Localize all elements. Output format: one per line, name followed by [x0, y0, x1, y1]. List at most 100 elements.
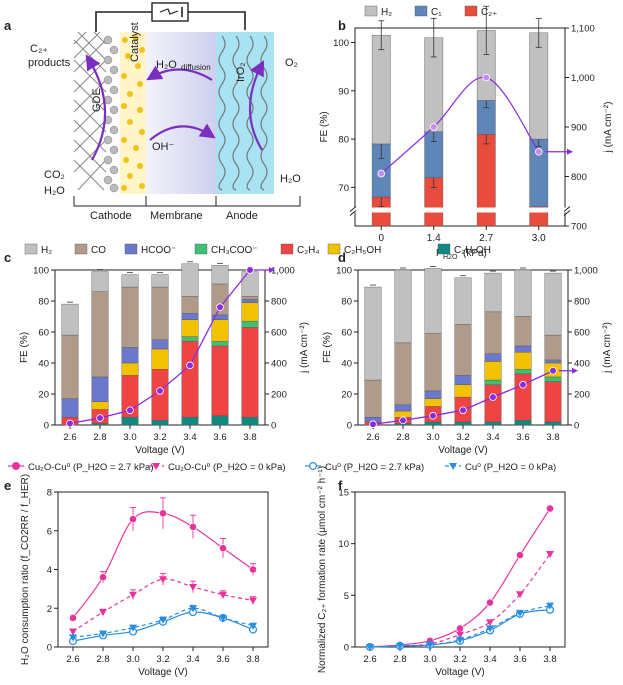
data-point — [129, 515, 137, 524]
bar-segment — [514, 420, 532, 426]
data-point — [249, 565, 257, 574]
current-point — [482, 73, 491, 82]
y2-tick-label: 200 — [271, 390, 287, 401]
bar-segment — [181, 319, 199, 337]
x-tick-label: 2.8 — [393, 654, 406, 665]
legend-label: HCOO⁻ — [141, 245, 176, 256]
bar-segment — [181, 417, 199, 426]
legend-marker — [449, 463, 457, 470]
bar-segment — [454, 324, 472, 376]
bar-segment — [454, 375, 472, 385]
legend-swatch — [364, 5, 378, 17]
data-point — [129, 591, 137, 599]
y-tick-label: 0 — [44, 421, 49, 432]
bar-segment — [211, 319, 229, 342]
bar-segment — [484, 361, 502, 381]
legend-swatch — [414, 5, 428, 17]
bar-segment — [514, 369, 532, 375]
legend-e: Cu₂O-Cu⁰ (P_H2O = 2.7 kPa) Cu₂O-Cu⁰ (P_H2… — [8, 462, 286, 473]
bar-segment — [91, 271, 109, 292]
legend-swatch — [280, 243, 294, 255]
data-point — [516, 609, 524, 617]
bar-segment — [454, 421, 472, 426]
bar-segment — [151, 339, 169, 350]
y2-tick-label: 400 — [271, 359, 287, 370]
y-tick-label: 0 — [347, 421, 352, 432]
x-tick-label: 3.6 — [516, 432, 529, 443]
panel-b: b7080901007008009001,0001,10001.42.73.0P… — [319, 5, 614, 261]
y2-tick-label: 200 — [574, 390, 590, 401]
bar-segment — [91, 291, 109, 378]
lightning-icon — [159, 8, 179, 15]
label-o2: O₂ — [285, 57, 298, 69]
bar-segment — [151, 274, 169, 288]
data-point — [159, 576, 167, 584]
bar-segment — [484, 272, 502, 313]
charts-group: b7080901007008009001,0001,10001.42.73.0P… — [4, 5, 614, 678]
current-point — [549, 366, 557, 375]
legend-label: H₂ — [381, 7, 392, 18]
bar-segment — [241, 302, 259, 322]
x-tick-label: 3.4 — [483, 654, 496, 665]
bar-segment — [394, 342, 412, 406]
data-point — [99, 573, 107, 582]
bar-segment — [514, 316, 532, 347]
axis-break-mark — [349, 206, 357, 216]
legend-label: C₂₊ — [481, 7, 497, 18]
data-point — [546, 504, 554, 513]
current-point — [246, 266, 254, 274]
bar-segment — [394, 269, 412, 344]
bar-segment — [424, 268, 442, 334]
bar-segment — [61, 334, 79, 399]
label-products: products — [28, 57, 71, 69]
label-iro2: IrO₂ — [235, 62, 247, 82]
label-diffusion: diffusion — [181, 63, 211, 72]
label-gde: GDE — [91, 88, 103, 112]
bar-segment — [151, 348, 169, 370]
y-tick-label: 0 — [344, 643, 349, 654]
legend-label: CH₃COO⁻ — [211, 245, 258, 256]
current-point — [66, 419, 74, 428]
data-point — [219, 591, 227, 599]
bar-segment — [424, 421, 442, 426]
current-arrow-head — [567, 148, 573, 155]
h2o-diffusion-arrow — [146, 65, 213, 81]
current-arrow-head — [269, 267, 275, 273]
power-source-icon — [151, 2, 189, 22]
y-tick-label: 100 — [336, 266, 352, 277]
label-oh: OH⁻ — [152, 141, 175, 153]
bar-segment — [241, 271, 259, 297]
bar-segment — [544, 376, 562, 382]
bar-segment — [364, 286, 382, 381]
legend-label: Cu₂O-Cu⁰ (P_H2O = 2.7 kPa) — [28, 462, 154, 473]
data-point — [486, 625, 494, 633]
data-point — [159, 616, 167, 624]
legend-f: Cu⁰ (P_H2O = 2.7 kPa) Cu⁰ (P_H2O = 0 kPa) — [305, 462, 556, 473]
y-tick-label: 40 — [341, 359, 352, 370]
flow-arrows — [85, 54, 265, 161]
data-point — [366, 644, 374, 651]
legend-swatch — [74, 243, 88, 255]
legend-label: Cu⁰ (P_H2O = 2.7 kPa) — [325, 462, 424, 473]
data-point — [426, 641, 434, 649]
legend-swatch — [24, 243, 38, 255]
legend-label: C₂H₄ — [297, 245, 319, 256]
bar-segment — [241, 327, 259, 418]
catalyst-particles — [121, 35, 145, 191]
x-tick-label: 2.6 — [63, 432, 76, 443]
data-point — [99, 630, 107, 638]
label-c2-products: C₂₊ — [30, 43, 48, 55]
x-tick-label: 3.4 — [183, 432, 196, 443]
current-line — [380, 76, 540, 174]
x-tick-label: 3.8 — [246, 654, 259, 665]
co2-to-products-arrow — [85, 54, 107, 161]
y-tick-label: 0 — [47, 643, 52, 654]
membrane-layer — [146, 32, 216, 194]
data-point — [486, 619, 494, 627]
x-tick-label: 2.7 — [479, 233, 493, 244]
y-tick-label: 2 — [47, 604, 52, 615]
current-point — [519, 380, 527, 389]
bar-segment — [181, 341, 199, 418]
data-point — [486, 598, 494, 607]
